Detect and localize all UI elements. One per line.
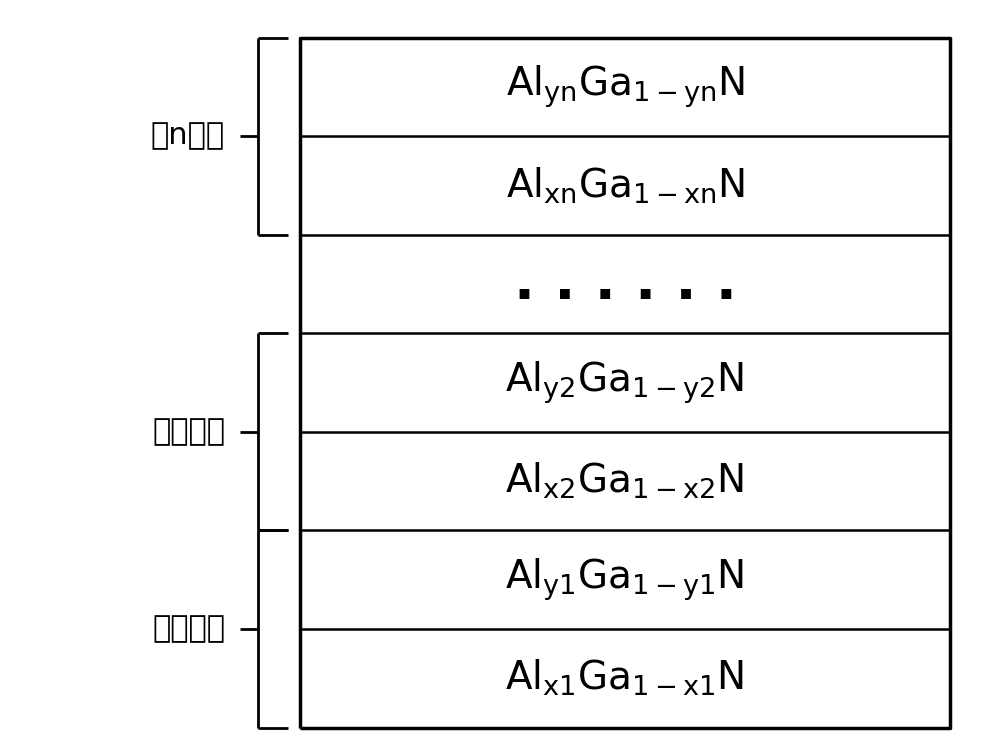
Text: $\mathregular{Al}$$_{\mathregular{y2}}$$\mathregular{Ga}$$_{\mathregular{1-y2}}$: $\mathregular{Al}$$_{\mathregular{y2}}$$…: [505, 359, 745, 406]
Text: $\mathregular{Al}$$_{\mathregular{x2}}$$\mathregular{Ga}$$_{\mathregular{1-x2}}$: $\mathregular{Al}$$_{\mathregular{x2}}$$…: [505, 461, 745, 501]
Text: $\mathregular{Al}$$_{\mathregular{x1}}$$\mathregular{Ga}$$_{\mathregular{1-x1}}$: $\mathregular{Al}$$_{\mathregular{x1}}$$…: [505, 658, 745, 698]
Text: $\mathregular{Al}$$_{\mathregular{y1}}$$\mathregular{Ga}$$_{\mathregular{1-y1}}$: $\mathregular{Al}$$_{\mathregular{y1}}$$…: [505, 556, 745, 603]
Text: . . . . . .: . . . . . .: [514, 257, 736, 311]
Text: $\mathregular{Al}$$_{\mathregular{xn}}$$\mathregular{Ga}$$_{\mathregular{1-xn}}$: $\mathregular{Al}$$_{\mathregular{xn}}$$…: [506, 165, 744, 206]
Text: $\mathregular{Al}$$_{\mathregular{yn}}$$\mathregular{Ga}$$_{\mathregular{1-yn}}$: $\mathregular{Al}$$_{\mathregular{yn}}$$…: [506, 64, 744, 110]
Text: 第一周期: 第一周期: [152, 614, 225, 644]
Text: 第二周期: 第二周期: [152, 417, 225, 446]
Text: 第n周期: 第n周期: [151, 122, 225, 151]
